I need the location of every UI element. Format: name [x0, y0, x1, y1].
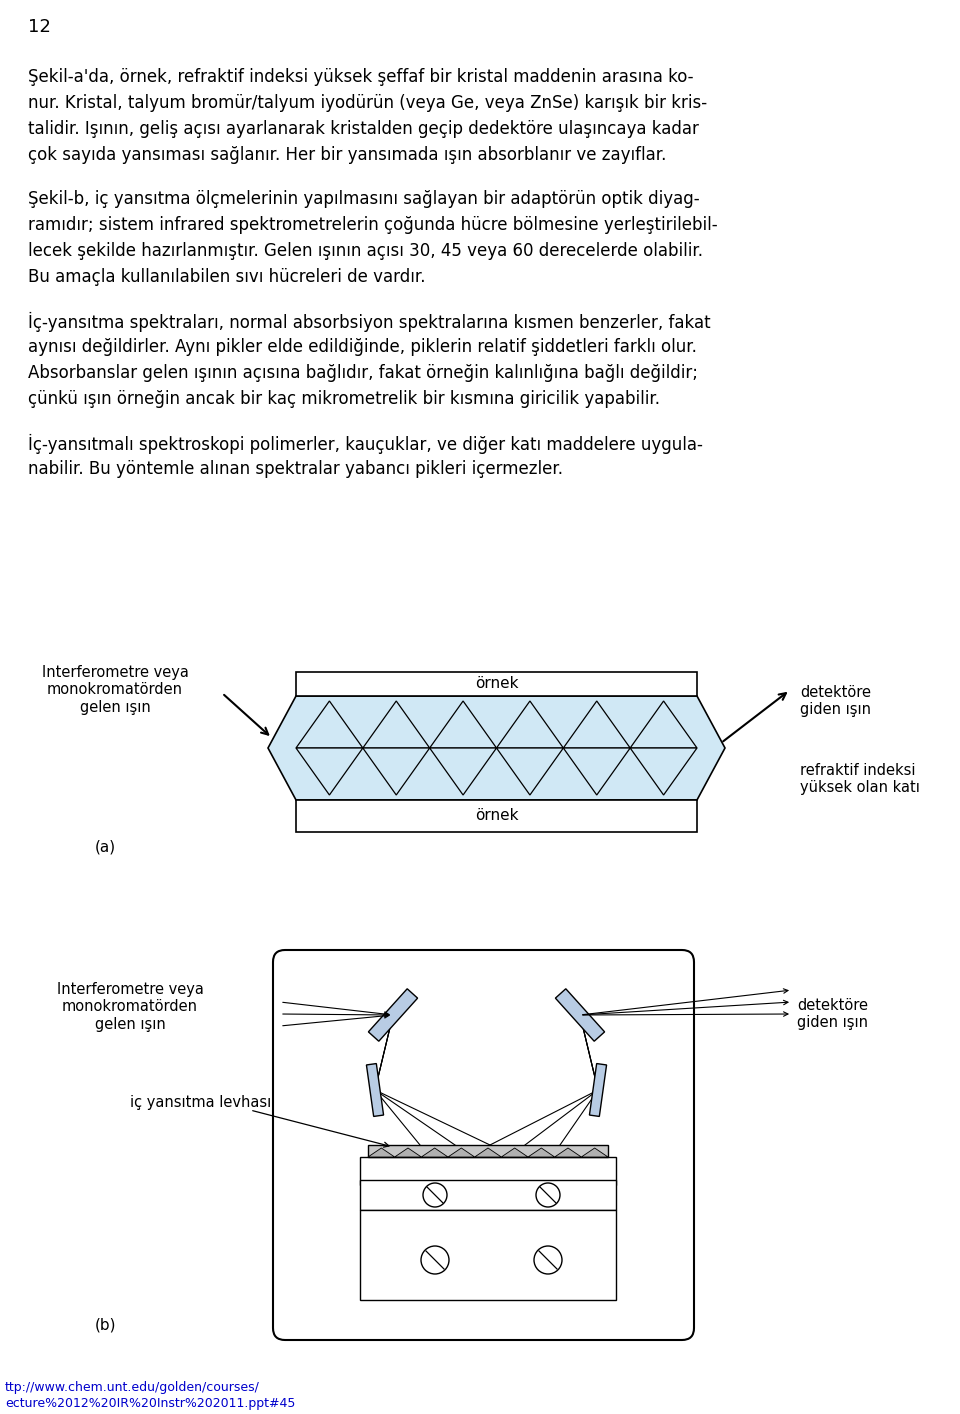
Text: örnek: örnek [475, 809, 518, 823]
Polygon shape [501, 1148, 528, 1157]
Text: iç yansıtma levhası: iç yansıtma levhası [130, 1094, 272, 1110]
Polygon shape [474, 1148, 501, 1157]
Text: aynısı değildirler. Aynı pikler elde edildiğinde, piklerin relatif şiddetleri fa: aynısı değildirler. Aynı pikler elde edi… [28, 338, 697, 356]
Polygon shape [430, 748, 496, 795]
Polygon shape [448, 1148, 474, 1157]
Bar [296, 800, 697, 831]
Text: lecek şekilde hazırlanmıştır. Gelen ışının açısı 30, 45 veya 60 derecelerde olab: lecek şekilde hazırlanmıştır. Gelen ışın… [28, 242, 703, 260]
Bar [296, 672, 697, 696]
Text: İç-yansıtmalı spektroskopi polimerler, kauçuklar, ve diğer katı maddelere uygula: İç-yansıtmalı spektroskopi polimerler, k… [28, 434, 703, 454]
Text: detektöre
giden ışın: detektöre giden ışın [797, 998, 868, 1031]
Text: nur. Kristal, talyum bromür/talyum iyodürün (veya Ge, veya ZnSe) karışık bir kri: nur. Kristal, talyum bromür/talyum iyodü… [28, 93, 708, 112]
Text: Absorbanslar gelen ışının açısına bağlıdır, fakat örneğin kalınlığına bağlı deği: Absorbanslar gelen ışının açısına bağlıd… [28, 363, 698, 382]
Text: örnek: örnek [475, 676, 518, 691]
Text: ttp://www.chem.unt.edu/golden/courses/: ttp://www.chem.unt.edu/golden/courses/ [5, 1381, 260, 1394]
Polygon shape [582, 1148, 608, 1157]
Polygon shape [395, 1148, 421, 1157]
Polygon shape [556, 988, 605, 1041]
Polygon shape [496, 748, 564, 795]
Bar [368, 1145, 608, 1157]
Text: Interferometre veya
monokromatörden
gelen ışın: Interferometre veya monokromatörden gele… [57, 981, 204, 1032]
Text: (b): (b) [95, 1318, 116, 1333]
Polygon shape [369, 988, 418, 1041]
Text: 12: 12 [28, 18, 51, 35]
Polygon shape [367, 1063, 384, 1117]
Polygon shape [296, 748, 363, 795]
Polygon shape [363, 701, 430, 748]
Bar [360, 1157, 616, 1185]
Circle shape [536, 1184, 560, 1208]
Polygon shape [564, 748, 630, 795]
Polygon shape [368, 1148, 395, 1157]
Text: çünkü ışın örneğin ancak bir kaç mikrometrelik bir kısmına giricilik yapabilir.: çünkü ışın örneğin ancak bir kaç mikrome… [28, 390, 660, 409]
Text: refraktif indeksi
yüksek olan katı: refraktif indeksi yüksek olan katı [800, 764, 920, 796]
Polygon shape [589, 1063, 607, 1117]
Text: detektöre
giden ışın: detektöre giden ışın [800, 684, 871, 717]
Polygon shape [363, 748, 430, 795]
FancyBboxPatch shape [273, 950, 694, 1340]
Polygon shape [564, 701, 630, 748]
Text: nabilir. Bu yöntemle alınan spektralar yabancı pikleri içermezler.: nabilir. Bu yöntemle alınan spektralar y… [28, 460, 563, 478]
Bar [360, 1210, 616, 1299]
Polygon shape [296, 701, 363, 748]
Text: Şekil-b, iç yansıtma ölçmelerinin yapılmasını sağlayan bir adaptörün optik diyag: Şekil-b, iç yansıtma ölçmelerinin yapılm… [28, 189, 700, 208]
Text: (a): (a) [95, 840, 116, 855]
Text: Interferometre veya
monokromatörden
gelen ışın: Interferometre veya monokromatörden gele… [41, 665, 188, 715]
Text: Bu amaçla kullanılabilen sıvı hücreleri de vardır.: Bu amaçla kullanılabilen sıvı hücreleri … [28, 269, 425, 286]
Text: İç-yansıtma spektraları, normal absorbsiyon spektralarına kısmen benzerler, faka: İç-yansıtma spektraları, normal absorbsi… [28, 312, 710, 332]
Polygon shape [528, 1148, 555, 1157]
Text: çok sayıda yansıması sağlanır. Her bir yansımada ışın absorblanır ve zayıflar.: çok sayıda yansıması sağlanır. Her bir y… [28, 146, 666, 164]
Text: Şekil-a'da, örnek, refraktif indeksi yüksek şeffaf bir kristal maddenin arasına : Şekil-a'da, örnek, refraktif indeksi yük… [28, 68, 693, 86]
Polygon shape [496, 701, 564, 748]
Circle shape [421, 1246, 449, 1274]
Polygon shape [630, 748, 697, 795]
Text: talidir. Işının, geliş açısı ayarlanarak kristalden geçip dedektöre ulaşıncaya k: talidir. Işının, geliş açısı ayarlanarak… [28, 120, 699, 139]
Circle shape [534, 1246, 562, 1274]
Polygon shape [630, 701, 697, 748]
Polygon shape [430, 701, 496, 748]
Polygon shape [555, 1148, 582, 1157]
Text: ecture%2012%20IR%20Instr%202011.ppt#45: ecture%2012%20IR%20Instr%202011.ppt#45 [5, 1397, 296, 1410]
Circle shape [423, 1184, 447, 1208]
Bar [360, 1181, 616, 1210]
Polygon shape [268, 696, 725, 800]
Polygon shape [421, 1148, 448, 1157]
Text: ramıdır; sistem infrared spektrometrelerin çoğunda hücre bölmesine yerleştirileb: ramıdır; sistem infrared spektrometreler… [28, 216, 718, 233]
